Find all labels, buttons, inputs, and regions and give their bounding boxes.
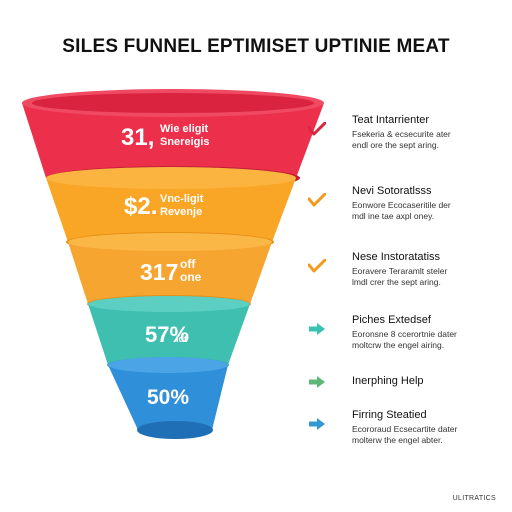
item-title: Nese Instoratatiss	[352, 251, 441, 263]
item-description: Ecororaud Ecsecartite dater molterw the …	[352, 424, 458, 445]
footer-logo-text: ULITRATICS	[452, 495, 496, 502]
stage-3-small-label-1: off	[180, 257, 196, 271]
arrow-right-blue-icon	[309, 418, 325, 430]
item-description: Eoravere Teraramlt steler lmdl crer the …	[352, 266, 448, 287]
check-orange-icon	[308, 193, 326, 207]
check-red-icon	[308, 122, 326, 136]
stage-3-big-label: 317	[140, 259, 178, 285]
item-title: Piches Extedsef	[352, 314, 431, 326]
item-title: Teat Intarrienter	[352, 114, 430, 126]
arrow-right-green-icon	[309, 376, 325, 388]
stage-5-big-label: 50%	[147, 386, 189, 409]
stage-1-small-label-1: Wie eligit	[160, 123, 209, 135]
item-description: Eoronsne 8 ccerortnie dater moltcrw the …	[352, 329, 457, 350]
stage-4-big-label: 57%	[145, 322, 189, 347]
item-description: Eonwore Ecocaseritile der mdl ine tae ax…	[352, 200, 451, 221]
stage-2-small-label-1: Vnc-ligit	[160, 193, 204, 205]
stage-2-big-label: $2.	[124, 193, 157, 220]
stage-3-small-label-2: one	[180, 270, 202, 284]
stage-1-small-label-2: Snereigis	[160, 136, 210, 148]
page-title: SILES FUNNEL EPTIMISET UPTINIE MEAT	[62, 36, 450, 57]
stage-4-small-label-2: ldt	[176, 334, 187, 344]
check-orange-icon	[308, 259, 326, 273]
item-title: Inerphing Help	[352, 375, 424, 387]
arrow-right-teal-icon	[309, 323, 325, 335]
stage-2-small-label-2: Revenje	[160, 206, 202, 218]
item-description: Fsekeria & ecsecurite ater endl ore the …	[352, 129, 451, 150]
item-title: Firring Steatied	[352, 409, 427, 421]
item-title: Nevi Sotoratlsss	[352, 185, 432, 197]
funnel-stage-5	[108, 357, 228, 439]
stage-1-big-label: 31,	[121, 124, 154, 151]
